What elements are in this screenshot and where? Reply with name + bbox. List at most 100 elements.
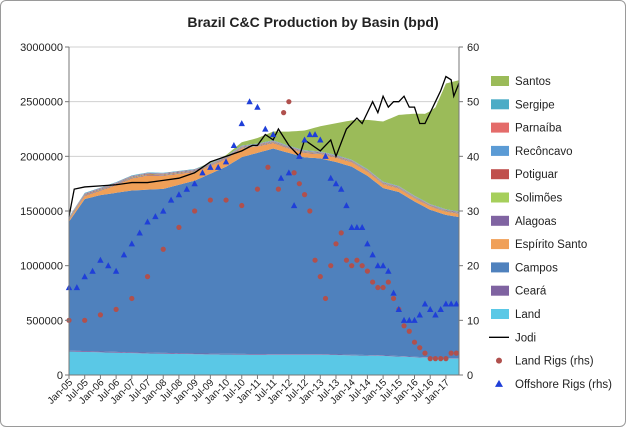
legend-swatch — [491, 145, 509, 156]
left-tick-label: 3000000 — [20, 42, 63, 54]
point-offshore-rigs — [306, 131, 314, 138]
point-land-rigs — [207, 197, 213, 203]
point-offshore-rigs — [432, 311, 439, 318]
point-offshore-rigs — [136, 229, 143, 236]
point-land-rigs — [312, 257, 318, 263]
point-offshore-rigs — [327, 174, 334, 181]
point-land-rigs — [354, 257, 360, 263]
legend-item-land-rigs-rhs: Land Rigs (rhs) — [496, 356, 594, 368]
legend-label: Land — [515, 309, 541, 321]
point-offshore-rigs — [128, 240, 136, 247]
point-offshore-rigs — [183, 185, 190, 192]
legend-label: Recôncavo — [515, 146, 573, 158]
legend-swatch — [491, 215, 509, 226]
legend-item-jodi: Jodi — [489, 332, 536, 344]
point-offshore-rigs — [238, 120, 245, 127]
point-offshore-rigs — [246, 98, 253, 105]
legend-label: Ceará — [515, 286, 547, 298]
point-land-rigs — [176, 224, 182, 230]
point-land-rigs — [192, 208, 198, 214]
point-offshore-rigs — [416, 311, 423, 318]
legend-label: Alagoas — [515, 216, 557, 228]
point-land-rigs — [82, 317, 88, 323]
point-land-rigs — [411, 339, 418, 345]
point-land-rigs — [286, 99, 292, 105]
legend-label: Campos — [515, 262, 558, 274]
legend-swatch — [491, 285, 509, 296]
point-land-rigs — [129, 295, 135, 302]
point-offshore-rigs — [199, 169, 206, 176]
legend-item-offshore-rigs-rhs: Offshore Rigs (rhs) — [495, 379, 612, 391]
legend-item-espirito-santo: Espírito Santo — [491, 239, 587, 251]
legend-item-parnaiba: Parnaíba — [491, 122, 562, 135]
point-offshore-rigs — [311, 131, 319, 138]
point-offshore-rigs — [348, 224, 355, 230]
point-land-rigs — [254, 186, 261, 192]
point-land-rigs — [406, 328, 412, 334]
right-tick-label: 50 — [467, 97, 479, 109]
point-offshore-rigs — [379, 262, 387, 269]
point-offshore-rigs — [167, 196, 175, 203]
jodi-line-group — [68, 75, 460, 217]
legend-item-land: Land — [491, 309, 541, 321]
point-offshore-rigs — [112, 267, 120, 274]
left-tick-label: 500000 — [26, 315, 63, 327]
legend-item-ceara: Ceará — [491, 285, 547, 298]
point-land-rigs — [385, 279, 391, 285]
point-offshore-rigs — [160, 207, 167, 214]
legend-item-solimoes: Solimões — [491, 192, 563, 205]
legend-label: Espírito Santo — [515, 239, 587, 251]
point-offshore-rigs — [152, 213, 159, 220]
point-land-rigs — [144, 274, 151, 280]
point-offshore-rigs — [358, 224, 366, 230]
point-offshore-rigs — [442, 300, 450, 307]
point-offshore-rigs — [400, 316, 408, 323]
point-land-rigs — [380, 284, 386, 291]
point-offshore-rigs — [222, 158, 230, 165]
point-land-rigs — [223, 197, 229, 203]
legend: Santos Sergipe Parnaíba Recôncavo Potiguar So… — [489, 76, 612, 391]
point-offshore-rigs — [343, 202, 350, 209]
point-offshore-rigs — [421, 300, 429, 307]
point-land-rigs — [113, 306, 119, 312]
chart-title: Brazil C&C Production by Basin (bpd) — [187, 14, 438, 30]
point-offshore-rigs — [390, 289, 397, 296]
point-land-rigs — [160, 246, 166, 252]
point-offshore-rigs — [364, 240, 371, 247]
legend-label: Land Rigs (rhs) — [515, 356, 594, 368]
point-offshore-rigs — [290, 202, 298, 209]
point-land-rigs — [401, 323, 407, 329]
point-offshore-rigs — [406, 316, 413, 323]
point-offshore-rigs — [254, 103, 261, 110]
point-land-rigs — [296, 181, 302, 187]
point-offshore-rigs — [317, 136, 324, 143]
point-offshore-rigs — [230, 142, 238, 148]
legend-swatch — [491, 76, 509, 86]
point-offshore-rigs — [385, 267, 392, 274]
point-offshore-rigs — [296, 152, 303, 159]
left-tick-label: 1000000 — [20, 261, 63, 273]
legend-item-reconcavo: Recôncavo — [491, 145, 573, 158]
point-land-rigs — [307, 208, 313, 214]
legend-swatch — [495, 379, 503, 387]
legend-swatch — [491, 169, 509, 180]
legend-swatch — [491, 262, 509, 273]
area-campos — [69, 148, 459, 359]
right-tick-label: 60 — [467, 42, 479, 54]
left-tick-label: 2500000 — [20, 97, 63, 109]
point-offshore-rigs — [144, 218, 151, 225]
point-offshore-rigs — [395, 306, 402, 312]
legend-label: Parnaíba — [515, 123, 562, 135]
point-offshore-rigs — [453, 300, 460, 307]
point-land-rigs — [438, 356, 444, 362]
point-offshore-rigs — [427, 306, 434, 312]
point-land-rigs — [275, 186, 281, 192]
point-land-rigs — [322, 295, 329, 302]
legend-swatch — [491, 192, 509, 203]
right-tick-label: 0 — [467, 370, 473, 382]
point-land-rigs — [375, 284, 381, 291]
point-land-rigs — [427, 356, 433, 362]
legend-swatch — [491, 239, 509, 250]
point-land-rigs — [453, 350, 459, 356]
